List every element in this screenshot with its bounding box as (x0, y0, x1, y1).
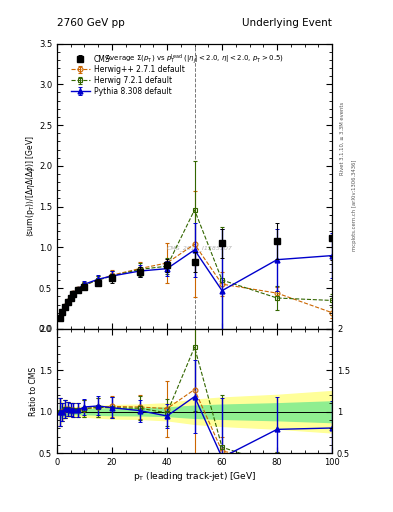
Legend: CMS, Herwig++ 2.7.1 default, Herwig 7.2.1 default, Pythia 8.308 default: CMS, Herwig++ 2.7.1 default, Herwig 7.2.… (69, 53, 186, 98)
Text: Underlying Event: Underlying Event (242, 18, 332, 28)
Text: Rivet 3.1.10, ≥ 3.3M events: Rivet 3.1.10, ≥ 3.3M events (340, 101, 345, 175)
Text: 2760 GeV pp: 2760 GeV pp (57, 18, 125, 28)
Text: mcplots.cern.ch [arXiv:1306.3436]: mcplots.cern.ch [arXiv:1306.3436] (352, 159, 357, 250)
Text: CMS_2015_I1385107: CMS_2015_I1385107 (167, 245, 233, 251)
Y-axis label: Ratio to CMS: Ratio to CMS (29, 367, 38, 416)
Y-axis label: $\langle$sum(p$_{\rm T}$)$\rangle$/[$\Delta\eta\Delta(\Delta\phi)$] [GeV]: $\langle$sum(p$_{\rm T}$)$\rangle$/[$\De… (24, 135, 37, 238)
X-axis label: p$_{\rm T}$ (leading track-jet) [GeV]: p$_{\rm T}$ (leading track-jet) [GeV] (133, 470, 256, 483)
Text: Average $\Sigma(p_{\rm T})$ vs $p_{\rm T}^{\rm lead}$ ($|\eta_j|$$<$2.0, $\eta|$: Average $\Sigma(p_{\rm T})$ vs $p_{\rm T… (105, 52, 284, 66)
